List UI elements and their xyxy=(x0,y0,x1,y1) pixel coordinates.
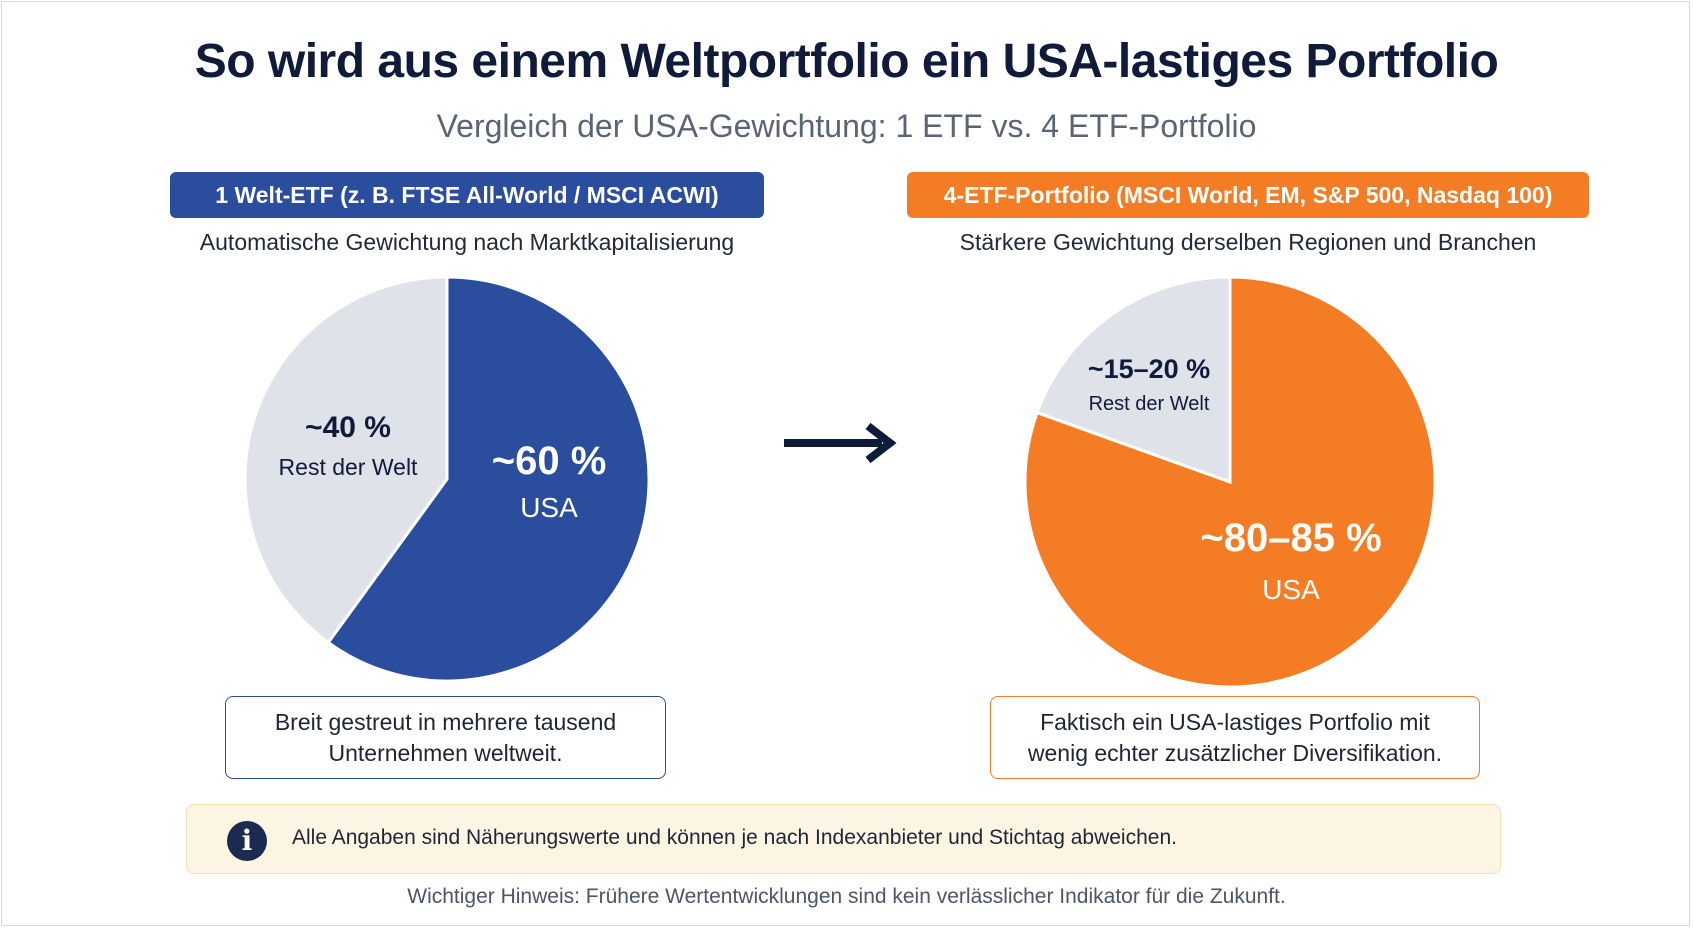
page-subtitle: Vergleich der USA-Gewichtung: 1 ETF vs. … xyxy=(436,108,1257,144)
pie-value-label: ~15–20 % xyxy=(1088,354,1210,384)
info-text: Alle Angaben sind Näherungswerte und kön… xyxy=(292,826,1177,849)
right-badge: 4-ETF-Portfolio (MSCI World, EM, S&P 500… xyxy=(907,172,1589,218)
left-note-line2: Unternehmen weltweit. xyxy=(328,739,563,766)
pie-value-label: ~80–85 % xyxy=(1200,516,1381,560)
pie-slice-usa xyxy=(326,275,651,683)
pie-category-label: Rest der Welt xyxy=(279,454,419,480)
right-caption: Stärkere Gewichtung derselben Regionen u… xyxy=(959,229,1537,255)
pie-chart-world-etf: ~60 % USA ~40 % Rest der Welt xyxy=(243,275,651,683)
left-note-line1: Breit gestreut in mehrere tausend xyxy=(274,708,617,735)
left-badge: 1 Welt-ETF (z. B. FTSE All-World / MSCI … xyxy=(170,172,764,218)
pie-slice-rest-der-welt xyxy=(243,275,449,645)
pie-chart-four-etf: ~80–85 % USA ~15–20 % Rest der Welt xyxy=(1023,275,1437,689)
left-note-box: Breit gestreut in mehrere tausend Untern… xyxy=(225,696,666,779)
left-caption: Automatische Gewichtung nach Marktkapita… xyxy=(199,229,735,255)
pie-category-label: USA xyxy=(520,492,578,523)
arrow-right-icon xyxy=(784,422,897,464)
page-title: So wird aus einem Weltportfolio ein USA-… xyxy=(194,35,1499,88)
pie-category-label: Rest der Welt xyxy=(1089,393,1210,415)
pie-value-label: ~40 % xyxy=(305,411,391,444)
right-note-box: Faktisch ein USA-lastiges Portfolio mit … xyxy=(990,696,1480,779)
pie-category-label: USA xyxy=(1262,574,1320,605)
footer-disclaimer: Wichtiger Hinweis: Frühere Wertentwicklu… xyxy=(407,885,1286,908)
pie-value-label: ~60 % xyxy=(492,439,607,483)
info-icon: i xyxy=(227,821,267,861)
right-note-line2: wenig echter zusätzlicher Diversifikatio… xyxy=(1027,739,1443,766)
info-box: i Alle Angaben sind Näherungswerte und k… xyxy=(186,804,1501,874)
right-note-line1: Faktisch ein USA-lastiges Portfolio mit xyxy=(1040,708,1430,735)
pie-slice-rest-der-welt xyxy=(1035,275,1232,485)
